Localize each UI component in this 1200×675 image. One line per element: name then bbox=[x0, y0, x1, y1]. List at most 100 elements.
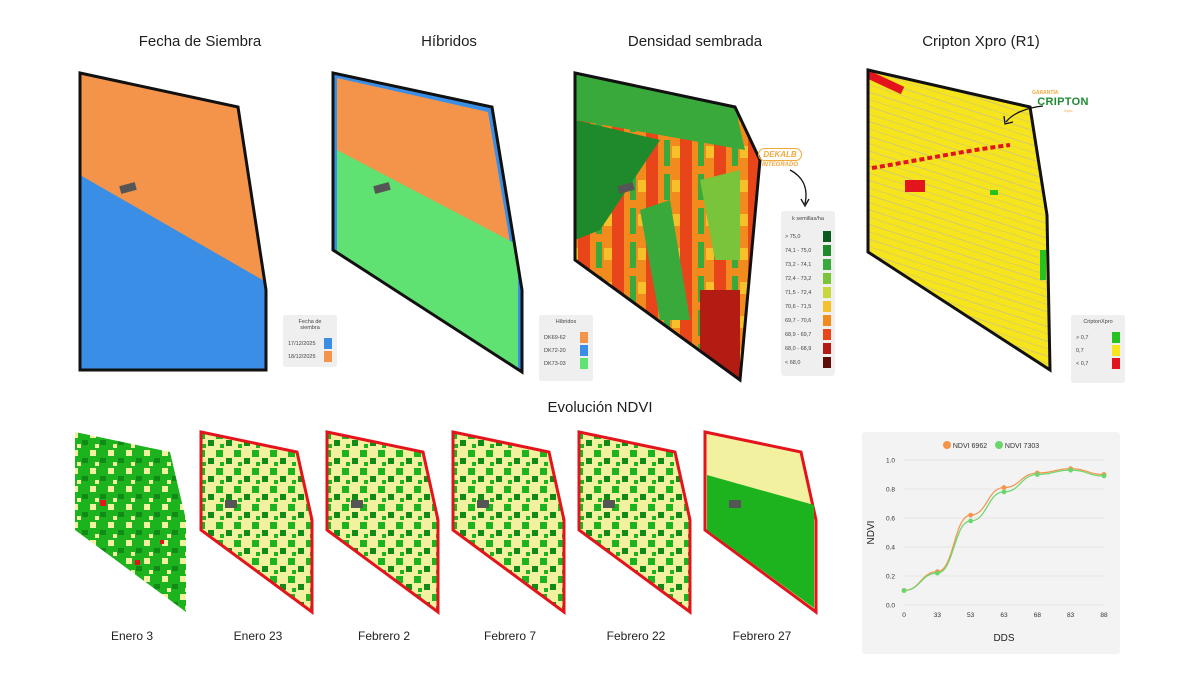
legend-item: < 68,0 bbox=[785, 357, 831, 368]
title-densidad: Densidad sembrada bbox=[627, 33, 763, 50]
data-point bbox=[901, 588, 907, 593]
legend-hibridos-title: Híbridos bbox=[555, 319, 577, 325]
dekalb-arrow bbox=[789, 169, 807, 205]
ndvi-date-label: Enero 3 bbox=[110, 629, 154, 643]
legend-item-label: 17/12/2025 bbox=[288, 340, 316, 347]
legend-item: 17/12/2025 bbox=[288, 337, 332, 350]
y-tick-label: 0.2 bbox=[886, 574, 895, 581]
cripton-logo-sub: Xpro bbox=[1064, 108, 1073, 113]
densidad-field-border bbox=[573, 71, 762, 383]
data-point bbox=[1068, 467, 1074, 473]
legend-swatch bbox=[580, 358, 588, 369]
legend-cripton: CriptonXpro > 0,7 0,7 < 0,7 bbox=[1071, 315, 1125, 383]
title-ndvi: Evolución NDVI bbox=[547, 399, 653, 416]
y-tick-label: 0.6 bbox=[886, 516, 895, 523]
legend-item-label: < 0,7 bbox=[1076, 360, 1089, 367]
ndvi-map-enero-3 bbox=[75, 432, 186, 612]
legend-densidad: k semillas/ha > 75,0 74,1 - 75,0 73,2 - … bbox=[781, 211, 835, 376]
legend-item: 74,1 - 75,0 bbox=[785, 245, 831, 256]
legend-item-label: 70,6 - 71,5 bbox=[785, 303, 812, 310]
cripton-logo-top: GARANTÍA bbox=[1032, 90, 1059, 96]
legend-item-label: 74,1 - 75,0 bbox=[785, 247, 812, 254]
y-tick-label: 0.0 bbox=[886, 603, 895, 610]
legend-item: 68,9 - 69,7 bbox=[785, 329, 831, 340]
legend-item-label: DK73-03 bbox=[544, 360, 566, 367]
data-point bbox=[968, 512, 974, 518]
densidad-field-fill bbox=[575, 73, 760, 380]
x-tick-label: 83 bbox=[1067, 612, 1075, 619]
legend-item: DK72-20 bbox=[544, 344, 588, 357]
x-tick-label: 0 bbox=[902, 612, 906, 619]
cripton-field-border bbox=[866, 68, 1052, 373]
legend-item-label: 69,7 - 70,6 bbox=[785, 317, 812, 324]
dekalb-logo: DEKALB INTEGRADO bbox=[752, 144, 808, 174]
legend-item-label: 18/12/2025 bbox=[288, 353, 316, 360]
legend-dot-7303 bbox=[994, 441, 1003, 449]
legend-fecha-title: Fecha de siembra bbox=[298, 319, 322, 331]
legend-item: 69,7 - 70,6 bbox=[785, 315, 831, 326]
data-point bbox=[1001, 485, 1007, 490]
legend-swatch bbox=[1112, 332, 1120, 343]
legend-swatch bbox=[324, 338, 332, 349]
y-axis-title: NDVI bbox=[866, 521, 877, 545]
dekalb-logo-subtext: INTEGRADO bbox=[762, 162, 798, 168]
legend-swatch bbox=[823, 329, 831, 340]
x-tick-label: 63 bbox=[1000, 612, 1008, 619]
legend-item-label: 73,2 - 74,1 bbox=[785, 261, 812, 268]
legend-item-label: < 68,0 bbox=[785, 359, 801, 366]
legend-item: DK73-03 bbox=[544, 357, 588, 370]
legend-item: 70,6 - 71,5 bbox=[785, 301, 831, 312]
ndvi-date-label: Febrero 22 bbox=[606, 629, 666, 643]
title-fecha-siembra: Fecha de Siembra bbox=[138, 33, 262, 50]
data-point bbox=[1101, 473, 1107, 479]
ndvi-map-febrero-7 bbox=[451, 430, 566, 615]
legend-item-label: DK69-62 bbox=[544, 334, 566, 341]
dekalb-logo-text: DEKALB bbox=[758, 148, 802, 161]
legend-swatch bbox=[823, 287, 831, 298]
cripton-logo-text: CRIPTON bbox=[1037, 96, 1089, 108]
fecha-field-border bbox=[78, 71, 268, 372]
legend-item: 72,4 - 73,2 bbox=[785, 273, 831, 284]
legend-item-label: 68,0 - 68,9 bbox=[785, 345, 812, 352]
legend-dot-6962 bbox=[942, 441, 951, 449]
legend-swatch bbox=[823, 357, 831, 368]
legend-densidad-title: k semillas/ha bbox=[792, 216, 824, 222]
legend-item: 18/12/2025 bbox=[288, 350, 332, 363]
legend-item-label: 72,4 - 73,2 bbox=[785, 275, 812, 282]
data-point bbox=[934, 570, 940, 576]
data-point bbox=[1034, 472, 1040, 477]
legend-item: 71,5 - 72,4 bbox=[785, 287, 831, 298]
legend-item: 0,7 bbox=[1076, 344, 1120, 357]
x-tick-label: 88 bbox=[1100, 612, 1108, 619]
legend-item-label: 68,9 - 69,7 bbox=[785, 331, 812, 338]
legend-swatch bbox=[324, 351, 332, 362]
legend-swatch bbox=[823, 301, 831, 312]
legend-item: < 0,7 bbox=[1076, 357, 1120, 370]
ndvi-map-febrero-27 bbox=[703, 430, 818, 615]
data-point bbox=[1001, 489, 1007, 495]
legend-swatch bbox=[823, 273, 831, 284]
y-tick-label: 0.4 bbox=[886, 545, 895, 552]
legend-item: > 75,0 bbox=[785, 231, 831, 242]
x-tick-label: 68 bbox=[1034, 612, 1042, 619]
legend-swatch bbox=[1112, 345, 1120, 356]
fecha-field-fill bbox=[80, 73, 266, 370]
x-axis-title: DDS bbox=[993, 633, 1014, 644]
ndvi-map-febrero-22 bbox=[577, 430, 692, 615]
legend-item-label: > 0,7 bbox=[1076, 334, 1089, 341]
chart-legend-series: NDVI 7303 bbox=[1004, 443, 1040, 450]
legend-item-label: DK72-20 bbox=[544, 347, 566, 354]
y-tick-label: 0.8 bbox=[886, 487, 895, 494]
ndvi-date-label: Febrero 7 bbox=[483, 629, 537, 643]
legend-item: 68,0 - 68,9 bbox=[785, 343, 831, 354]
densidad-building bbox=[617, 182, 635, 194]
hibridos-building bbox=[373, 182, 391, 194]
ndvi-date-label: Febrero 27 bbox=[732, 629, 792, 643]
legend-item: DK69-62 bbox=[544, 331, 588, 344]
legend-swatch bbox=[823, 315, 831, 326]
hibridos-field-border bbox=[331, 71, 524, 375]
title-hibridos: Híbridos bbox=[421, 33, 477, 50]
chart-legend: NDVI 6962 NDVI 7303 bbox=[862, 441, 1120, 450]
legend-swatch bbox=[580, 332, 588, 343]
legend-fecha-siembra: Fecha de siembra 17/12/2025 18/12/2025 bbox=[283, 315, 337, 367]
